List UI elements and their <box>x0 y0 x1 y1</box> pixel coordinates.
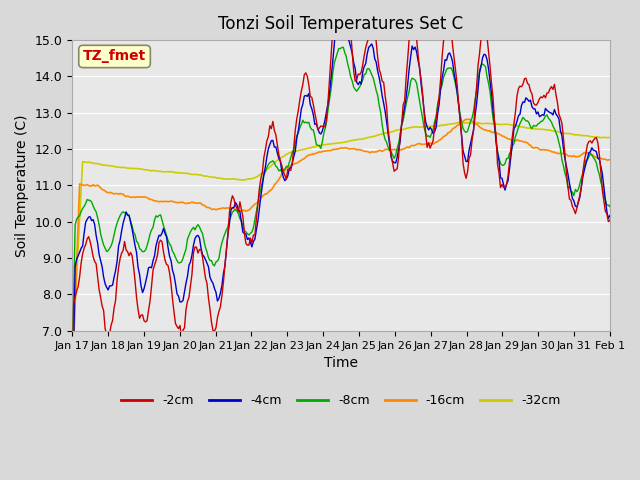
Text: TZ_fmet: TZ_fmet <box>83 49 146 63</box>
X-axis label: Time: Time <box>324 356 358 370</box>
Y-axis label: Soil Temperature (C): Soil Temperature (C) <box>15 114 29 257</box>
Legend: -2cm, -4cm, -8cm, -16cm, -32cm: -2cm, -4cm, -8cm, -16cm, -32cm <box>116 389 566 412</box>
Title: Tonzi Soil Temperatures Set C: Tonzi Soil Temperatures Set C <box>218 15 463 33</box>
